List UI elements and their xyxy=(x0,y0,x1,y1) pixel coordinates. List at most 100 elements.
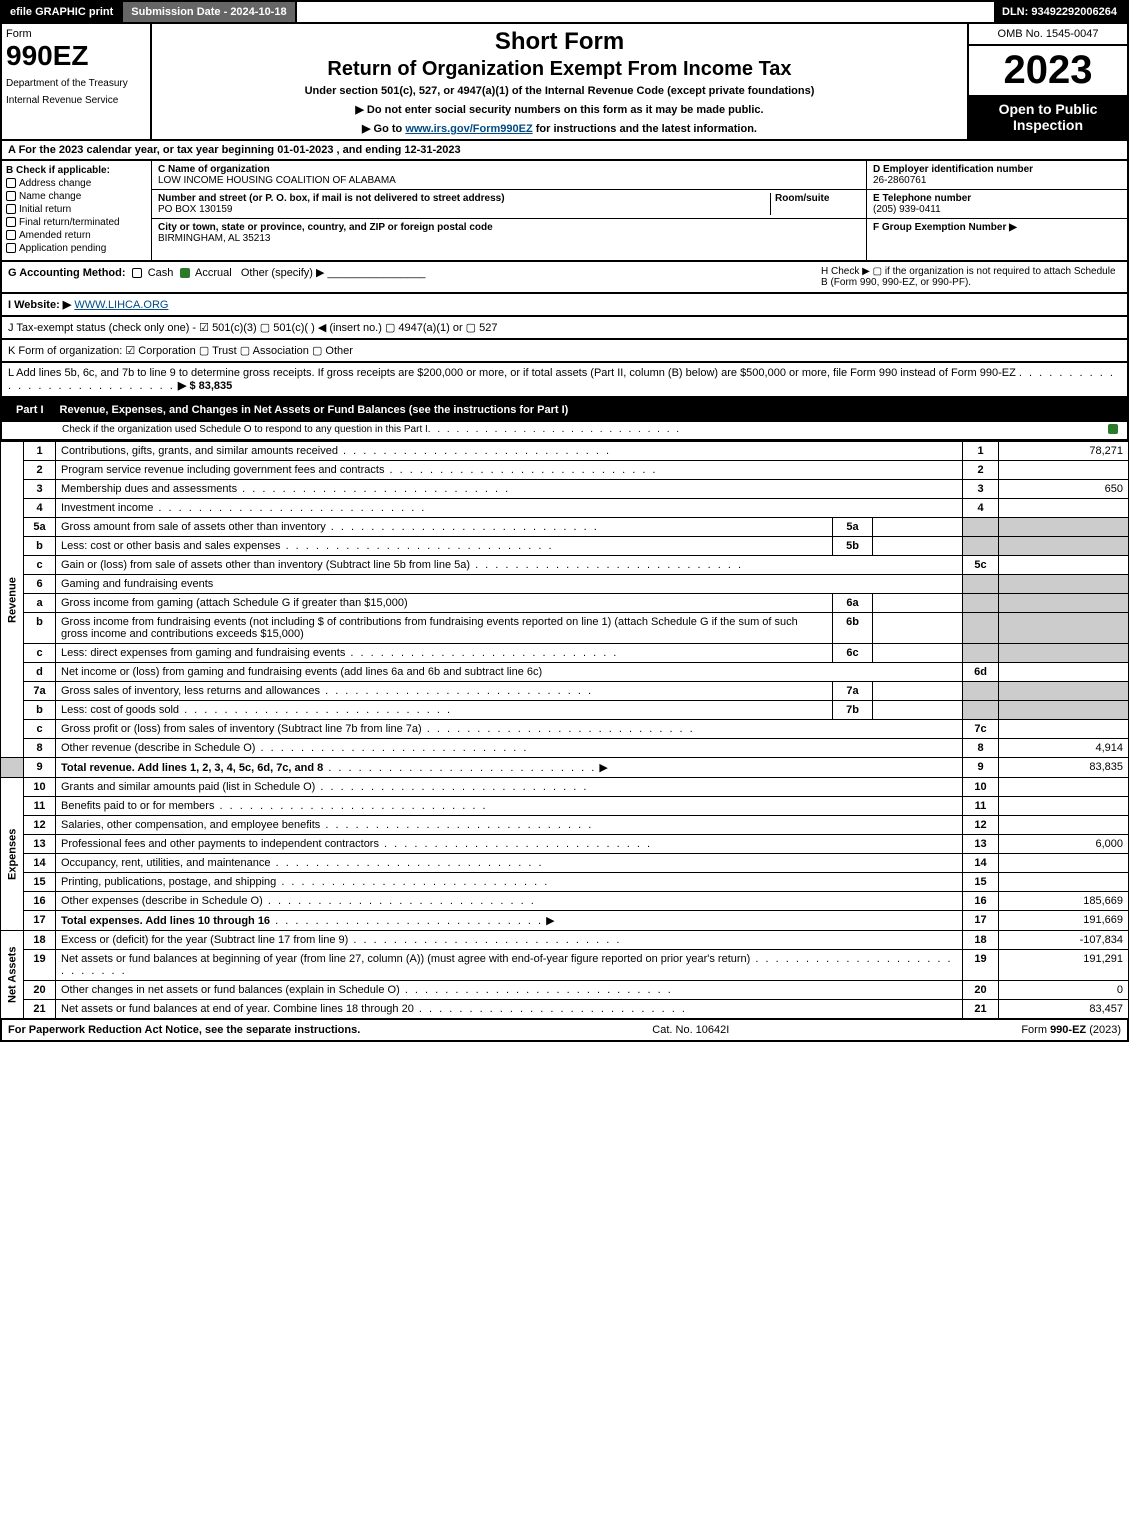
line-num: d xyxy=(24,663,56,682)
line-num: 10 xyxy=(24,778,56,797)
line-rnum: 14 xyxy=(963,854,999,873)
omb-number: OMB No. 1545-0047 xyxy=(969,24,1127,46)
line-rnum: 20 xyxy=(963,981,999,1000)
phone-block: E Telephone number (205) 939-0411 xyxy=(867,190,1127,219)
line-subnum: 6b xyxy=(833,613,873,644)
line-rnum: 2 xyxy=(963,461,999,480)
chk-label: Initial return xyxy=(19,204,71,215)
line-num: 19 xyxy=(24,950,56,981)
line-desc: Grants and similar amounts paid (list in… xyxy=(56,778,963,797)
chk-label: Application pending xyxy=(19,243,106,254)
chk-initial-return[interactable]: Initial return xyxy=(6,204,147,215)
return-title: Return of Organization Exempt From Incom… xyxy=(160,58,959,81)
line-value xyxy=(999,720,1129,739)
grey-cell xyxy=(963,518,999,537)
line-value: 185,669 xyxy=(999,892,1129,911)
form-footer-label: Form 990-EZ (2023) xyxy=(1021,1024,1121,1036)
chk-label: Final return/terminated xyxy=(19,217,120,228)
column-b: B Check if applicable: Address change Na… xyxy=(2,161,152,260)
line-value: -107,834 xyxy=(999,931,1129,950)
checkbox-icon[interactable] xyxy=(6,217,16,227)
line-value: 83,457 xyxy=(999,1000,1129,1019)
spacer xyxy=(1,758,24,778)
city-label: City or town, state or province, country… xyxy=(158,222,493,233)
line-num: 3 xyxy=(24,480,56,499)
tax-year: 2023 xyxy=(969,46,1127,95)
checkbox-checked-icon[interactable] xyxy=(1108,424,1118,434)
page-footer: For Paperwork Reduction Act Notice, see … xyxy=(0,1019,1129,1042)
line-num: 14 xyxy=(24,854,56,873)
part-1-block: Part I Revenue, Expenses, and Changes in… xyxy=(0,398,1129,441)
line-rnum: 9 xyxy=(963,758,999,778)
chk-amended-return[interactable]: Amended return xyxy=(6,230,147,241)
chk-final-return[interactable]: Final return/terminated xyxy=(6,217,147,228)
checkbox-checked-icon[interactable] xyxy=(180,268,190,278)
line-value xyxy=(999,797,1129,816)
line-subval xyxy=(873,594,963,613)
line-j: J Tax-exempt status (check only one) - ☑… xyxy=(0,317,1129,340)
line-num: 18 xyxy=(24,931,56,950)
line-num: 17 xyxy=(24,911,56,931)
line-l: L Add lines 5b, 6c, and 7b to line 9 to … xyxy=(0,363,1129,398)
line-rnum: 3 xyxy=(963,480,999,499)
grey-cell xyxy=(963,537,999,556)
line-rnum: 18 xyxy=(963,931,999,950)
line-value xyxy=(999,854,1129,873)
grey-cell xyxy=(999,575,1129,594)
line-desc: Occupancy, rent, utilities, and maintena… xyxy=(56,854,963,873)
part-1-sub: Check if the organization used Schedule … xyxy=(62,424,428,435)
chk-label: Amended return xyxy=(19,230,91,241)
line-desc: Membership dues and assessments xyxy=(56,480,963,499)
website-link[interactable]: WWW.LIHCA.ORG xyxy=(74,299,168,311)
irs-link[interactable]: www.irs.gov/Form990EZ xyxy=(405,123,532,135)
goto-pre: ▶ Go to xyxy=(362,123,405,135)
checkbox-icon[interactable] xyxy=(6,243,16,253)
ein-block: D Employer identification number 26-2860… xyxy=(867,161,1127,190)
grey-cell xyxy=(963,613,999,644)
chk-address-change[interactable]: Address change xyxy=(6,178,147,189)
line-subval xyxy=(873,701,963,720)
line-num: 16 xyxy=(24,892,56,911)
cash-label: Cash xyxy=(148,267,174,279)
top-bar: efile GRAPHIC print Submission Date - 20… xyxy=(0,0,1129,24)
grey-cell xyxy=(963,594,999,613)
line-num: c xyxy=(24,644,56,663)
line-desc: Gross profit or (loss) from sales of inv… xyxy=(56,720,963,739)
checkbox-icon[interactable] xyxy=(6,191,16,201)
line-l-amount: ▶ $ 83,835 xyxy=(178,380,232,392)
line-rnum: 21 xyxy=(963,1000,999,1019)
line-rnum: 17 xyxy=(963,911,999,931)
line-num: 7a xyxy=(24,682,56,701)
checkbox-icon[interactable] xyxy=(6,204,16,214)
line-rnum: 5c xyxy=(963,556,999,575)
line-desc: Less: cost of goods sold xyxy=(56,701,833,720)
group-exemption-label: F Group Exemption Number ▶ xyxy=(873,222,1017,233)
dln-label: DLN: 93492292006264 xyxy=(994,2,1127,22)
line-num: 1 xyxy=(24,442,56,461)
line-subval xyxy=(873,518,963,537)
revenue-side-label: Revenue xyxy=(1,442,24,758)
line-desc: Program service revenue including govern… xyxy=(56,461,963,480)
line-rnum: 19 xyxy=(963,950,999,981)
chk-name-change[interactable]: Name change xyxy=(6,191,147,202)
checkbox-icon[interactable] xyxy=(132,268,142,278)
column-def: D Employer identification number 26-2860… xyxy=(867,161,1127,260)
line-num: 4 xyxy=(24,499,56,518)
dept-treasury: Department of the Treasury xyxy=(6,78,146,89)
grey-cell xyxy=(999,518,1129,537)
line-value xyxy=(999,873,1129,892)
street-block: Number and street (or P. O. box, if mail… xyxy=(152,190,866,219)
chk-application-pending[interactable]: Application pending xyxy=(6,243,147,254)
line-desc: Total expenses. Add lines 10 through 16 … xyxy=(56,911,963,931)
grey-cell xyxy=(963,682,999,701)
checkbox-icon[interactable] xyxy=(6,178,16,188)
line-num: 5a xyxy=(24,518,56,537)
line-subval xyxy=(873,613,963,644)
line-num: 21 xyxy=(24,1000,56,1019)
line-g-h: G Accounting Method: Cash Accrual Other … xyxy=(0,262,1129,294)
line-desc: Contributions, gifts, grants, and simila… xyxy=(56,442,963,461)
checkbox-icon[interactable] xyxy=(6,230,16,240)
line-rnum: 15 xyxy=(963,873,999,892)
efile-print-label[interactable]: efile GRAPHIC print xyxy=(2,2,123,22)
grey-cell xyxy=(999,537,1129,556)
